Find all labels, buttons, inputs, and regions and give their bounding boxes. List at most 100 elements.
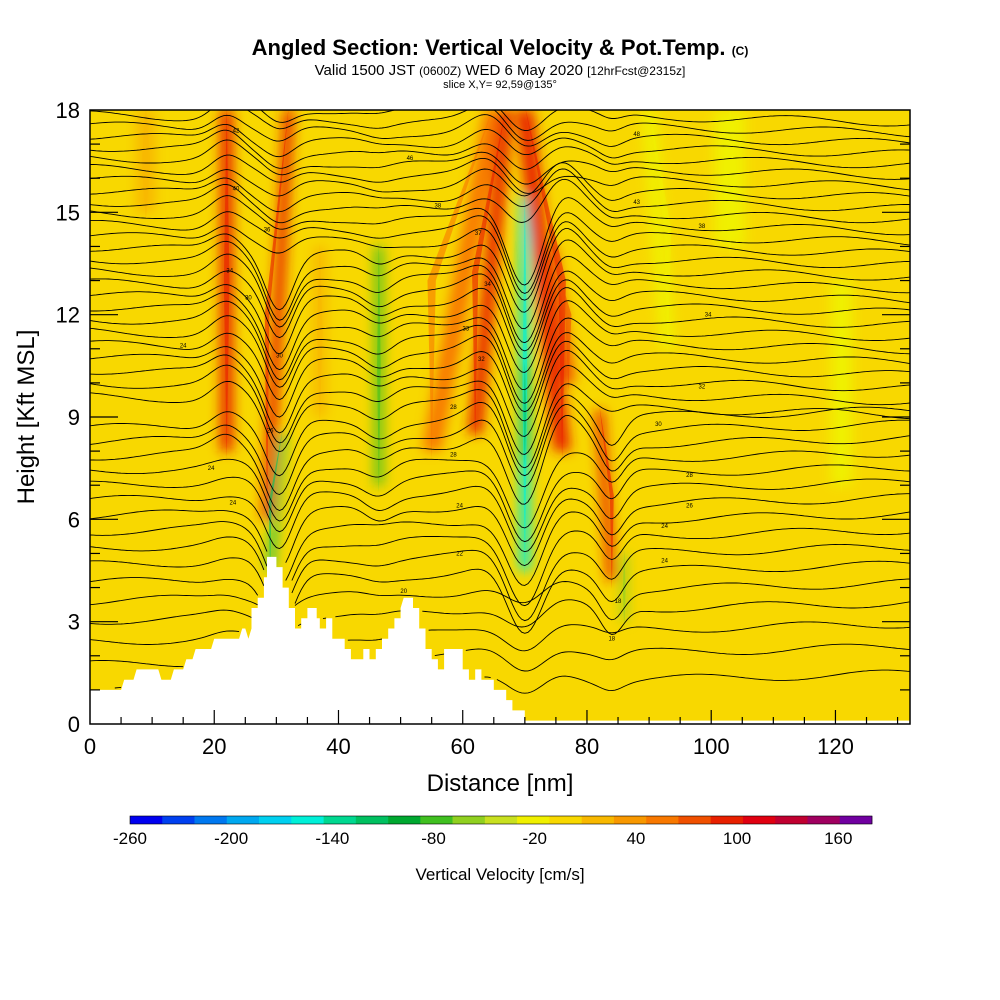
theta-label-25: 32 — [699, 384, 706, 390]
theta-label-28: 26 — [686, 504, 693, 510]
theta-label-13: 34 — [484, 282, 491, 288]
theta-contour-22 — [90, 599, 910, 635]
theta-contour-86 — [90, 154, 910, 194]
velocity-core-11 — [622, 549, 626, 630]
colorbar-tick-labels: -260 -200 -140 -80 -20 40 100 160 — [113, 829, 852, 848]
y-axis-title: Height [Kft MSL] — [13, 330, 40, 505]
chart-subtitle: Valid 1500 JST (0600Z) WED 6 May 2020 [1… — [0, 63, 1000, 79]
theta-label-21: 48 — [633, 132, 640, 138]
theta-contour-78 — [90, 195, 910, 286]
y-tick-label-3: 3 — [68, 610, 80, 635]
theta-contour-36 — [90, 478, 910, 553]
theta-label-15: 32 — [478, 357, 485, 363]
colorbar-title: Vertical Velocity [cm/s] — [415, 865, 584, 884]
theta-contour-16 — [114, 669, 910, 694]
colorbar-swatch-5 — [291, 816, 324, 824]
x-tick-label-40: 40 — [326, 734, 350, 759]
theta-contour-64 — [90, 279, 910, 360]
theta-contour-70 — [90, 239, 910, 330]
theta-contour-40 — [90, 450, 910, 529]
theta-label-14: 33 — [462, 326, 469, 332]
y-tick-label-0: 0 — [68, 712, 80, 737]
velocity-feature-8 — [516, 110, 571, 452]
theta-label-17: 28 — [450, 453, 457, 459]
colorbar-label-7: 160 — [824, 829, 852, 848]
theta-contour-54 — [90, 340, 910, 422]
colorbar-label-3: -80 — [421, 829, 446, 848]
theta-label-31: 18 — [615, 599, 622, 605]
velocity-core-10 — [599, 406, 614, 589]
x-tick-label-20: 20 — [202, 734, 226, 759]
theta-label-22: 43 — [633, 200, 640, 206]
theta-contour-98 — [138, 110, 910, 131]
colorbar-swatch-4 — [259, 816, 292, 824]
colorbar-swatch-13 — [549, 816, 582, 824]
velocity-core-9 — [549, 242, 572, 391]
x-axis-title: Distance [nm] — [427, 770, 574, 797]
theta-label-20: 20 — [400, 589, 407, 595]
theta-label-27: 28 — [686, 473, 693, 479]
theta-label-10: 46 — [407, 156, 414, 162]
y-tick-label-15: 15 — [56, 200, 80, 225]
chart-title-text: Angled Section: Vertical Velocity & Pot.… — [251, 35, 726, 60]
theta-contour-30 — [90, 527, 910, 607]
chart-title: Angled Section: Vertical Velocity & Pot.… — [0, 36, 1000, 63]
slice-info: slice X,Y= 92,59@135° — [443, 79, 557, 91]
y-tick-labels: 0 3 6 9 12 15 18 — [56, 98, 80, 737]
velocity-feature-2 — [267, 434, 286, 571]
theta-contour-74 — [90, 221, 910, 301]
colorbar-label-5: 40 — [626, 829, 645, 848]
velocity-core-7 — [523, 361, 527, 466]
theta-contour-84 — [90, 162, 910, 201]
colorbar-swatch-17 — [678, 816, 711, 824]
theta-label-16: 28 — [450, 405, 457, 411]
theta-contour-72 — [90, 228, 910, 313]
theta-contour-52 — [90, 350, 910, 437]
theta-label-7: 36 — [264, 227, 271, 233]
colorbar-label-1: -200 — [214, 829, 248, 848]
theta-label-6: 34 — [226, 268, 233, 274]
x-tick-label-0: 0 — [84, 734, 96, 759]
theta-contour-58 — [90, 315, 910, 404]
velocity-core-15 — [317, 242, 323, 425]
terrain-mask — [90, 556, 910, 724]
velocity-core-8 — [525, 110, 566, 460]
theta-contour-28 — [90, 543, 910, 622]
theta-contour-76 — [90, 211, 910, 294]
y-tick-label-9: 9 — [68, 405, 80, 430]
theta-label-26: 30 — [655, 422, 662, 428]
theta-contour-68 — [90, 253, 910, 344]
theta-contour-94 — [90, 114, 910, 147]
theta-contour-46 — [90, 394, 910, 477]
theta-contour-90 — [90, 129, 910, 170]
velocity-core-14 — [141, 110, 151, 221]
colorbar-label-0: -260 — [113, 829, 147, 848]
colorbar-swatch-2 — [194, 816, 228, 824]
y-tick-label-6: 6 — [68, 507, 80, 532]
colorbar-swatch-14 — [581, 816, 615, 824]
theta-label-8: 40 — [233, 186, 240, 192]
theta-contour-82 — [90, 168, 910, 213]
colorbar-swatch-7 — [355, 816, 389, 824]
colorbar-swatch-0 — [130, 816, 163, 824]
valid-date: WED 6 May 2020 — [465, 62, 583, 79]
theta-contour-66 — [90, 270, 910, 352]
theta-contours — [90, 110, 910, 694]
theta-label-5: 30 — [245, 296, 252, 302]
theta-label-19: 22 — [456, 551, 463, 557]
colorbar-swatch-8 — [388, 816, 421, 824]
colorbar-swatch-9 — [420, 816, 453, 824]
colorbar — [129, 815, 873, 825]
theta-contour-44 — [90, 404, 910, 495]
colorbar-frame — [129, 815, 873, 825]
theta-contour-60 — [90, 300, 910, 391]
theta-contour-18 — [90, 643, 910, 672]
axis-ticks — [90, 143, 910, 724]
forecast-run: [12hrFcst@2315z] — [587, 64, 686, 78]
colorbar-swatch-18 — [710, 816, 744, 824]
theta-label-30: 24 — [661, 558, 668, 564]
x-tick-labels: 0 20 40 60 80 100 120 — [84, 734, 854, 759]
colorbar-swatch-22 — [839, 816, 873, 824]
theta-label-24: 34 — [705, 313, 712, 319]
